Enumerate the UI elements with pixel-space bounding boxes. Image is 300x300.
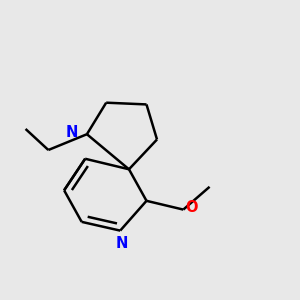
Text: O: O	[185, 200, 198, 215]
Text: N: N	[66, 125, 78, 140]
Text: N: N	[116, 236, 128, 251]
